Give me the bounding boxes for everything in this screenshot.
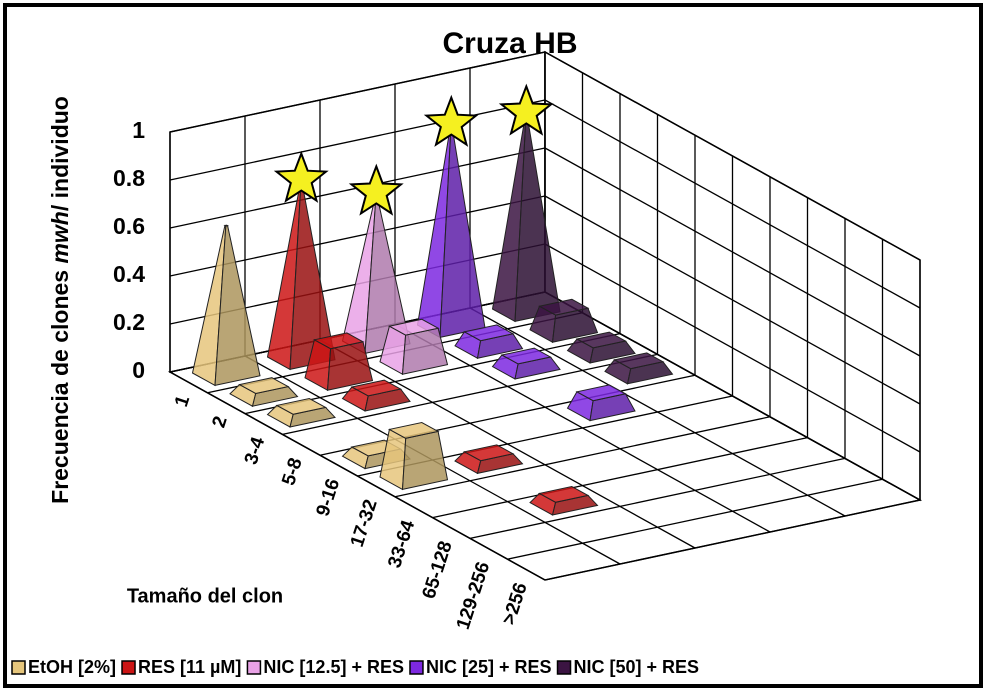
y-axis-label: Frecuencia de clones mwh/ individuo [47,96,73,504]
grid-line [544,51,921,261]
bar [266,397,336,428]
grid-line [544,243,921,453]
bar-top [613,352,665,370]
significance-star [348,163,404,216]
bar-top [462,324,515,342]
bar-top [575,331,627,349]
legend-swatch [409,660,424,675]
bar-top [275,397,328,415]
bar [529,485,599,516]
legend-label: RES [11 µM] [138,657,241,677]
y-tick-label: 0.2 [113,309,145,335]
bar-top [500,347,552,365]
bar [266,184,336,371]
bar [566,384,636,422]
legend-swatch [121,660,136,675]
bar [341,379,411,412]
y-tick-label: 0.4 [113,261,145,287]
legend-label: NIC [25] + RES [426,657,552,677]
bar-top [538,298,590,316]
grid-line [169,51,546,133]
grid-line [544,99,921,309]
bar-top [223,224,230,227]
legend-swatch [246,660,262,675]
y-label-part: mwh [47,211,73,263]
legend-label: EtOH [2%] [28,657,116,677]
legend-swatch [556,660,572,675]
y-tick-label: 0.8 [113,165,145,191]
bar-top [238,377,290,395]
floor-grid [432,436,808,519]
floor-grid [469,457,846,540]
bar-top [537,485,590,503]
bar [491,117,561,323]
chart-title: Cruza HB [442,27,577,60]
bar [229,377,299,407]
bar [379,421,449,491]
grid-line [544,147,921,357]
significance-star [423,94,479,147]
floor-grid [394,416,771,498]
y-label-part: Frecuencia de clones [47,264,73,504]
bar [454,444,524,475]
bar [491,347,561,380]
bar-top [462,444,515,462]
bar [191,224,261,387]
bar [379,318,449,376]
bar [304,332,374,392]
bar-top [575,384,627,402]
bar [604,352,674,385]
bar-top [312,332,365,350]
x-axis-label: Tamaño del clon [127,585,283,607]
floor-grid [282,353,658,436]
significance-star [498,83,554,136]
floor-grid [544,499,921,581]
bar [416,128,486,339]
bar [454,324,524,359]
bar-top [387,318,440,336]
y-tick-label: 0 [132,357,145,383]
bar-top [350,379,403,397]
legend-swatch [11,660,26,675]
y-label-part: / individuo [47,96,73,211]
y-tick-label: 0.6 [113,213,145,239]
bar [566,331,636,364]
significance-star [273,150,329,203]
grid-line [544,291,921,501]
floor-grid [507,478,883,560]
bar [529,298,599,343]
legend-label: NIC [50] + RES [574,657,700,677]
legend-label: NIC [12.5] + RES [263,657,404,677]
grid-line [544,195,921,405]
bar-top [387,421,440,439]
y-tick-label: 1 [132,117,145,143]
grid-line [169,99,546,181]
